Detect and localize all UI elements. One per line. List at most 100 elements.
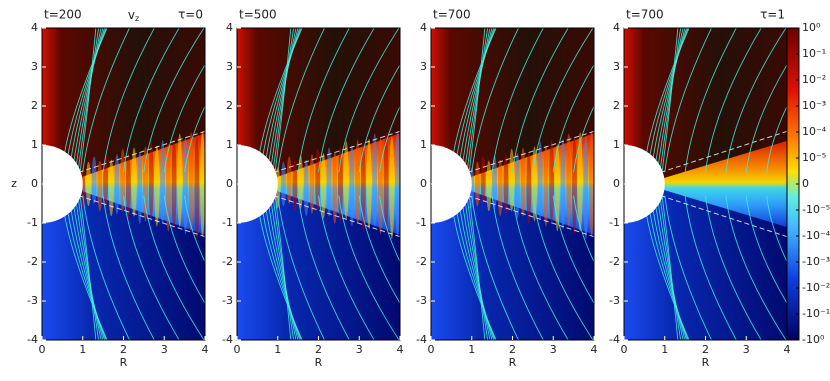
- field-line: [82, 195, 131, 340]
- field-line: [467, 201, 489, 340]
- field-line: [471, 195, 520, 340]
- y-tick-label: -2: [609, 255, 620, 268]
- field-line: [745, 195, 787, 305]
- colorbar-tick-label: 10⁻²: [802, 73, 826, 86]
- field-line: [73, 207, 104, 340]
- field-line: [766, 195, 787, 263]
- y-tick-label: -1: [416, 216, 427, 229]
- turbulence: [577, 132, 583, 232]
- turbulence: [480, 156, 486, 204]
- field-line: [184, 105, 205, 173]
- y-tick-label: 4: [226, 21, 233, 34]
- field-line: [661, 197, 679, 340]
- turbulence: [188, 132, 194, 232]
- x-tick-label: 4: [591, 343, 598, 356]
- turbulence: [583, 136, 589, 240]
- field-line: [102, 195, 155, 340]
- y-tick-label: 1: [31, 138, 38, 151]
- star: [42, 145, 83, 223]
- field-line: [76, 28, 102, 164]
- x-tick-label: 0: [39, 343, 46, 356]
- y-tick-label: 0: [420, 177, 427, 190]
- turbulence: [292, 160, 298, 212]
- field-line: [265, 211, 301, 340]
- turbulence: [492, 155, 498, 209]
- turbulence: [200, 131, 205, 237]
- panel: -4 -3 -2 -1 0 1 2 3 4 0 1 2 3 4 Rt=700: [416, 8, 598, 370]
- turbulence: [137, 151, 143, 224]
- field-line: [655, 207, 686, 340]
- colorbar-tick-label: 10⁻⁴: [802, 125, 827, 138]
- field-line: [76, 204, 102, 340]
- turbulence: [389, 136, 395, 240]
- optical-depth: τ=1: [760, 8, 785, 22]
- panel-time: t=700: [626, 8, 664, 22]
- turbulence: [383, 132, 389, 232]
- optical-depth: τ=0: [178, 8, 203, 22]
- x-tick-label: 1: [79, 343, 86, 356]
- turbulence: [194, 136, 200, 240]
- y-tick-label: 4: [613, 21, 620, 34]
- turbulence: [97, 160, 103, 212]
- field-line: [532, 195, 594, 340]
- disk: [660, 140, 787, 228]
- turbulence: [309, 154, 315, 214]
- y-tick-label: -1: [27, 216, 38, 229]
- field-line: [268, 28, 299, 161]
- field-line: [318, 28, 375, 173]
- y-tick-label: 1: [613, 138, 620, 151]
- quantity-sub: z: [135, 14, 139, 23]
- turbulence: [103, 155, 109, 209]
- y-tick-label: 2: [31, 99, 38, 112]
- field-line: [658, 204, 684, 340]
- y-tick-label: -4: [609, 333, 620, 346]
- y-tick-label: -2: [27, 255, 38, 268]
- field-line: [73, 28, 104, 161]
- field-line: [462, 207, 493, 340]
- image: [237, 28, 400, 340]
- turbulence: [395, 131, 400, 237]
- y-tick-label: -3: [416, 294, 427, 307]
- field-line: [660, 201, 682, 340]
- y-tick-label: 3: [613, 60, 620, 73]
- x-tick-label: 0: [234, 343, 241, 356]
- turbulence: [549, 139, 555, 225]
- field-line: [273, 201, 295, 340]
- y-axis-label: z: [11, 177, 17, 190]
- field-line: [102, 28, 155, 173]
- x-axis-label: R: [509, 356, 517, 369]
- turbulence: [343, 141, 349, 220]
- star: [431, 145, 472, 223]
- field-line: [512, 28, 569, 173]
- y-tick-label: -3: [222, 294, 233, 307]
- disk-edge: [660, 130, 787, 173]
- x-tick-label: 0: [621, 343, 628, 356]
- turbulence: [280, 161, 286, 207]
- x-tick-label: 4: [202, 343, 209, 356]
- field-line: [453, 28, 497, 152]
- turbulence: [338, 146, 344, 222]
- field-line: [512, 195, 569, 340]
- image: [42, 28, 205, 340]
- field-line: [684, 195, 737, 340]
- colorbar-tick-label: 0: [802, 177, 809, 190]
- y-tick-label: 3: [31, 60, 38, 73]
- turbulence: [514, 153, 520, 219]
- field-line: [123, 195, 180, 340]
- turbulence: [108, 159, 114, 217]
- turbulence: [543, 145, 549, 227]
- y-tick-label: -3: [27, 294, 38, 307]
- colorbar-tick-label: -10⁰: [802, 333, 825, 346]
- field-line: [271, 204, 297, 340]
- turbulence: [320, 153, 326, 219]
- y-tick-label: 4: [31, 21, 38, 34]
- colorbar-tick-label: -10⁻⁵: [802, 203, 830, 216]
- x-tick-label: 2: [120, 343, 127, 356]
- x-tick-label: 1: [661, 343, 668, 356]
- y-tick-label: 0: [613, 177, 620, 190]
- y-tick-label: -3: [609, 294, 620, 307]
- turbulence: [349, 145, 355, 227]
- turbulence: [154, 145, 160, 227]
